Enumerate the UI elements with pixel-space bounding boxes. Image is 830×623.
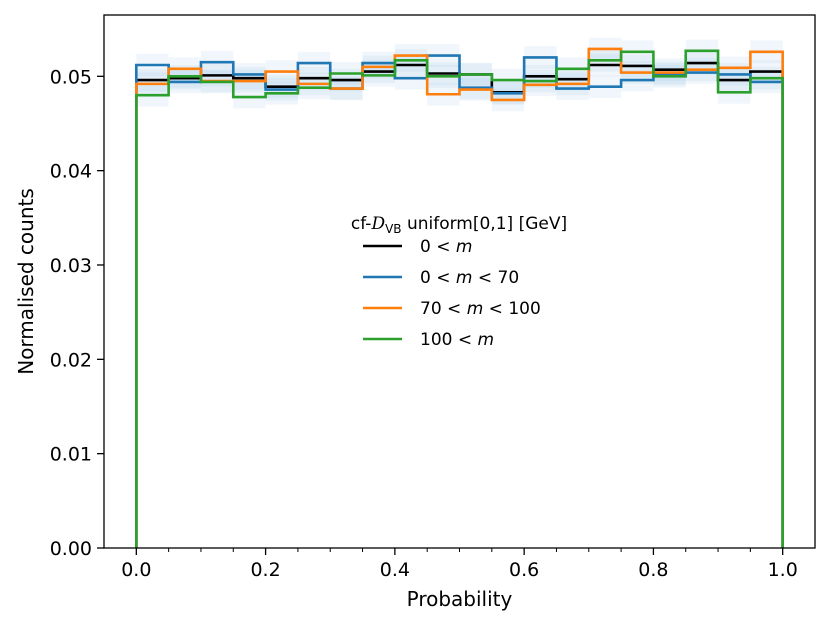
legend-title-symbol: D [370, 214, 385, 234]
series-line-3 [135, 49, 784, 548]
x-tick-label: 1.0 [768, 559, 798, 581]
x-tick-label: 0.0 [121, 559, 151, 581]
legend-label-3: 100 < m [420, 330, 494, 350]
legend-label-0: 0 < m [420, 237, 472, 257]
x-axis: 0.0 0.2 0.4 0.6 0.8 1.0 [121, 548, 798, 581]
x-tick-label: 0.8 [638, 559, 668, 581]
legend-label-1: 0 < m < 70 [420, 268, 519, 288]
x-tick-label: 0.6 [509, 559, 539, 581]
y-tick-label: 0.03 [50, 255, 92, 277]
y-tick-label: 0.04 [50, 161, 92, 183]
x-tick-label: 0.4 [380, 559, 410, 581]
y-tick-label: 0.02 [50, 349, 92, 371]
series-lines [135, 47, 784, 548]
legend-label-2: 70 < m < 100 [420, 299, 541, 319]
y-tick-label: 0.00 [50, 538, 92, 560]
y-axis: 0.00 0.01 0.02 0.03 0.04 0.05 [50, 66, 104, 560]
legend: cf-DVB uniform[0,1] [GeV] 0 < m 0 < m < 7… [351, 214, 567, 350]
y-tick-label: 0.01 [50, 444, 92, 466]
legend-title-prefix: cf- [351, 214, 372, 234]
legend-title-rest: uniform[0,1] [GeV] [402, 214, 568, 234]
x-axis-label: Probability [407, 587, 513, 611]
legend-entries: 0 < m 0 < m < 70 70 < m < 100 100 < m [363, 237, 541, 350]
y-axis-label: Normalised counts [14, 188, 38, 375]
y-tick-label: 0.05 [50, 66, 92, 88]
legend-title: cf-DVB uniform[0,1] [GeV] [351, 214, 567, 236]
x-tick-label: 0.2 [250, 559, 280, 581]
legend-title-subscript: VB [385, 222, 401, 236]
